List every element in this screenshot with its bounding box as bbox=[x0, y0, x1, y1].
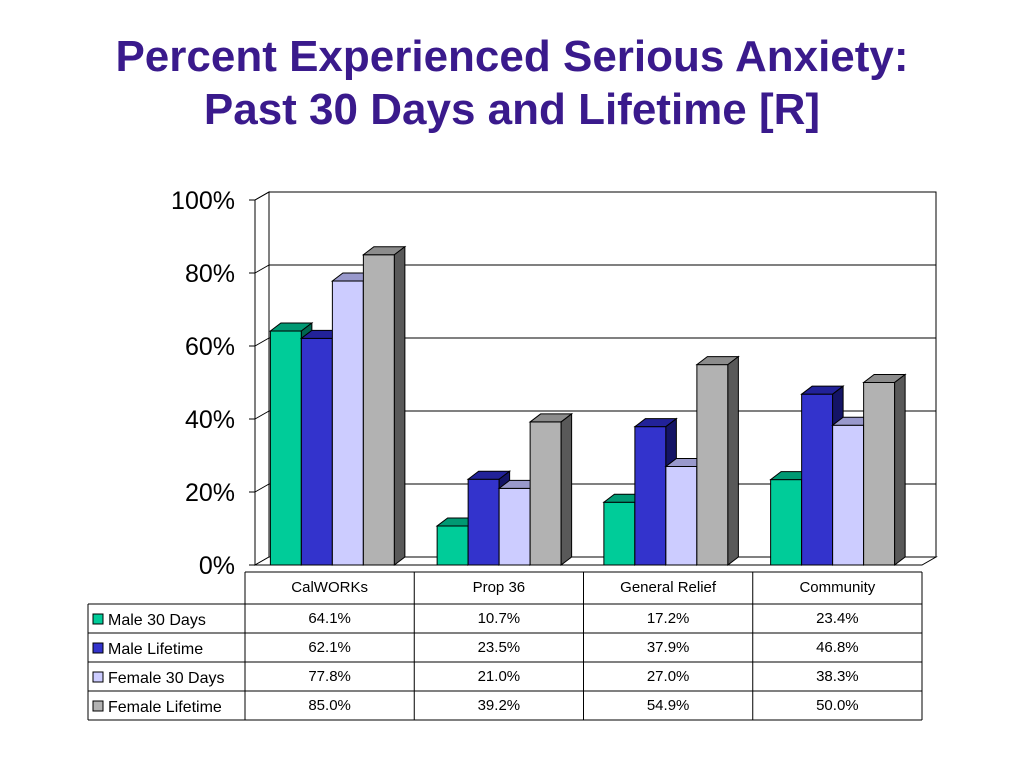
category-label: General Relief bbox=[620, 579, 717, 596]
category-label: Prop 36 bbox=[473, 579, 526, 596]
y-tick-label: 40% bbox=[185, 406, 235, 434]
data-label: 46.8% bbox=[816, 639, 859, 656]
category-label: Community bbox=[799, 579, 875, 596]
y-tick-label: 0% bbox=[199, 552, 235, 580]
data-label: 77.8% bbox=[308, 668, 351, 685]
data-label: 27.0% bbox=[647, 668, 690, 685]
bar-front bbox=[498, 487, 531, 566]
title-line-2: Past 30 Days and Lifetime [R] bbox=[203, 85, 821, 134]
bar-front bbox=[467, 478, 500, 566]
gridline-side bbox=[254, 264, 270, 274]
data-table: CalWORKs Prop 36 General Relief Community Ma… bbox=[87, 571, 923, 721]
gridline-side bbox=[254, 483, 270, 493]
bar-side bbox=[894, 373, 906, 567]
data-label: 62.1% bbox=[308, 639, 351, 656]
y-tick-label: 80% bbox=[185, 260, 235, 288]
y-tick-label: 20% bbox=[185, 479, 235, 507]
data-label: 38.3% bbox=[816, 668, 859, 685]
legend-label: Male Lifetime bbox=[108, 641, 203, 658]
bar-side bbox=[560, 412, 573, 567]
gridline-side bbox=[254, 410, 270, 420]
bar-front bbox=[634, 426, 667, 566]
data-label: 54.9% bbox=[647, 697, 690, 714]
data-label: 39.2% bbox=[478, 697, 521, 714]
bar-side bbox=[393, 245, 406, 567]
bar-front bbox=[300, 337, 333, 566]
y-tick-label: 100% bbox=[171, 187, 235, 215]
y-tick-label: 60% bbox=[185, 333, 235, 361]
category-label: CalWORKs bbox=[291, 579, 368, 596]
bar-front bbox=[832, 424, 865, 566]
legend-label: Female Lifetime bbox=[108, 699, 222, 716]
data-label: 23.4% bbox=[816, 610, 859, 627]
bar-front bbox=[801, 393, 834, 566]
bar-front bbox=[362, 254, 395, 566]
bar-front bbox=[770, 479, 803, 566]
chart-title: Percent Experienced Serious Anxiety: Pas… bbox=[0, 30, 1024, 136]
bar-front bbox=[269, 330, 302, 566]
data-label: 37.9% bbox=[647, 639, 690, 656]
bar-front bbox=[331, 280, 364, 566]
bar-front bbox=[863, 382, 896, 566]
gridline-side bbox=[254, 191, 270, 201]
bar-side bbox=[727, 355, 739, 567]
bar-front bbox=[436, 525, 469, 566]
data-label: 10.7% bbox=[478, 610, 521, 627]
data-label: 85.0% bbox=[308, 697, 351, 714]
bar-front bbox=[665, 465, 698, 566]
bar bbox=[528, 412, 574, 567]
data-label: 17.2% bbox=[647, 610, 690, 627]
bar bbox=[633, 417, 678, 567]
bar-front bbox=[696, 364, 729, 566]
legend-label: Female 30 Days bbox=[108, 670, 225, 687]
legend-swatch bbox=[92, 700, 104, 712]
gridline-side bbox=[254, 337, 270, 347]
plot-side-wall bbox=[254, 191, 270, 566]
bar bbox=[862, 373, 907, 567]
legend-swatch bbox=[92, 613, 104, 625]
legend-swatch bbox=[92, 642, 104, 654]
bar bbox=[695, 355, 740, 567]
title-line-1: Percent Experienced Serious Anxiety: bbox=[115, 32, 909, 81]
data-label: 21.0% bbox=[478, 668, 521, 685]
bar bbox=[361, 245, 407, 567]
legend-swatch bbox=[92, 671, 104, 683]
data-label: 50.0% bbox=[816, 697, 859, 714]
data-label: 23.5% bbox=[478, 639, 521, 656]
bar-front bbox=[529, 421, 562, 566]
legend-label: Male 30 Days bbox=[108, 612, 206, 629]
data-label: 64.1% bbox=[308, 610, 351, 627]
bar-front bbox=[603, 501, 636, 566]
